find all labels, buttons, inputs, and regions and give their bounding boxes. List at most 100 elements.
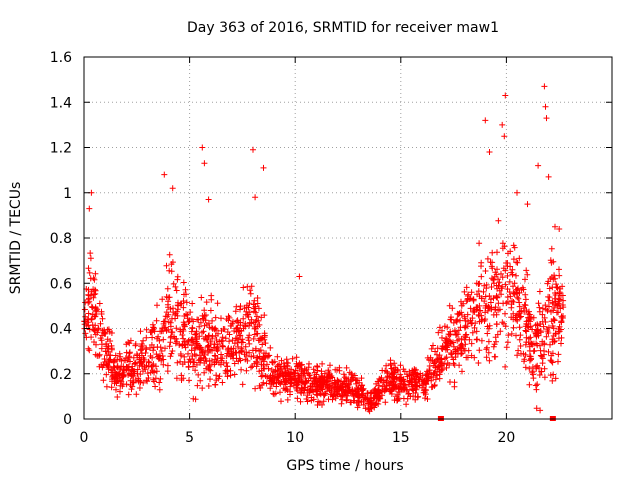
data-point — [538, 368, 545, 375]
data-point — [552, 375, 559, 382]
data-point — [205, 349, 211, 356]
data-point — [281, 370, 288, 377]
data-point — [548, 245, 555, 252]
data-point — [298, 366, 305, 373]
y-axis-label: SRMTID / TECUs — [8, 182, 24, 295]
data-point — [189, 325, 196, 332]
data-point — [488, 275, 495, 282]
data-point — [439, 334, 445, 341]
data-point — [242, 343, 249, 350]
data-point — [149, 334, 156, 341]
data-point — [117, 353, 124, 360]
data-point — [382, 399, 389, 406]
data-point — [403, 401, 410, 408]
data-point — [168, 268, 175, 275]
data-point — [98, 345, 105, 352]
data-point — [332, 379, 338, 386]
data-point — [533, 332, 540, 339]
data-point — [86, 347, 93, 354]
data-point — [192, 331, 199, 338]
y-tick-label: 1.4 — [50, 95, 72, 111]
data-point — [555, 351, 562, 358]
data-point — [89, 304, 96, 311]
data-point — [237, 319, 244, 326]
data-point — [270, 379, 277, 386]
data-point — [223, 359, 230, 366]
x-tick-label: 10 — [286, 430, 304, 446]
data-point — [186, 377, 192, 384]
data-point — [502, 310, 508, 317]
data-point — [510, 283, 516, 290]
data-point — [240, 284, 247, 291]
data-point — [422, 391, 429, 398]
data-point — [174, 276, 181, 283]
data-point — [300, 379, 307, 386]
data-point — [457, 317, 464, 324]
data-point — [522, 364, 529, 371]
y-tick-label: 0.4 — [50, 322, 72, 338]
data-point — [443, 343, 450, 350]
data-point — [95, 326, 102, 333]
data-point — [105, 366, 112, 373]
data-point — [209, 317, 216, 324]
data-point — [485, 349, 492, 356]
data-point — [81, 306, 88, 313]
data-point — [504, 286, 511, 292]
data-point — [524, 201, 531, 208]
data-point — [338, 400, 345, 407]
data-point — [219, 379, 226, 386]
data-point — [306, 360, 312, 367]
data-point — [319, 386, 326, 393]
data-point — [522, 296, 529, 303]
data-point — [389, 370, 396, 377]
data-point — [240, 315, 247, 322]
data-point — [452, 348, 459, 355]
data-point — [316, 390, 323, 397]
data-point — [209, 333, 216, 340]
data-point — [510, 256, 517, 263]
data-point — [287, 391, 293, 398]
data-point — [271, 391, 278, 398]
data-point — [508, 301, 515, 308]
data-point — [224, 363, 231, 370]
data-point — [123, 367, 130, 374]
data-point — [271, 358, 278, 365]
data-point — [137, 328, 144, 335]
data-point — [212, 353, 219, 360]
data-point — [262, 340, 269, 347]
data-point — [326, 386, 333, 393]
data-point — [296, 273, 303, 280]
data-point — [422, 372, 429, 378]
data-point — [192, 334, 199, 341]
data-point — [147, 353, 154, 359]
x-tick-label: 15 — [392, 430, 410, 446]
data-point — [174, 359, 181, 366]
data-point — [153, 363, 159, 370]
data-point — [92, 322, 99, 329]
data-point — [139, 361, 146, 368]
data-point — [313, 371, 320, 378]
data-point — [162, 313, 169, 320]
data-point — [295, 380, 302, 387]
data-point — [403, 386, 410, 393]
data-point — [545, 330, 552, 336]
data-point — [505, 250, 511, 257]
data-point — [162, 318, 169, 325]
data-point — [88, 315, 95, 322]
data-point — [492, 334, 499, 341]
data-point — [117, 388, 123, 395]
data-point — [237, 306, 243, 313]
data-point — [152, 383, 159, 390]
data-point — [523, 320, 530, 327]
data-point — [464, 296, 471, 303]
data-point — [252, 309, 259, 316]
data-point — [414, 394, 421, 401]
data-point — [455, 311, 462, 318]
data-point — [112, 352, 119, 359]
data-point — [545, 173, 552, 180]
data-point — [164, 285, 171, 292]
data-point — [258, 367, 265, 374]
data-point — [88, 334, 95, 341]
data-point — [227, 322, 234, 329]
data-point — [541, 83, 548, 90]
